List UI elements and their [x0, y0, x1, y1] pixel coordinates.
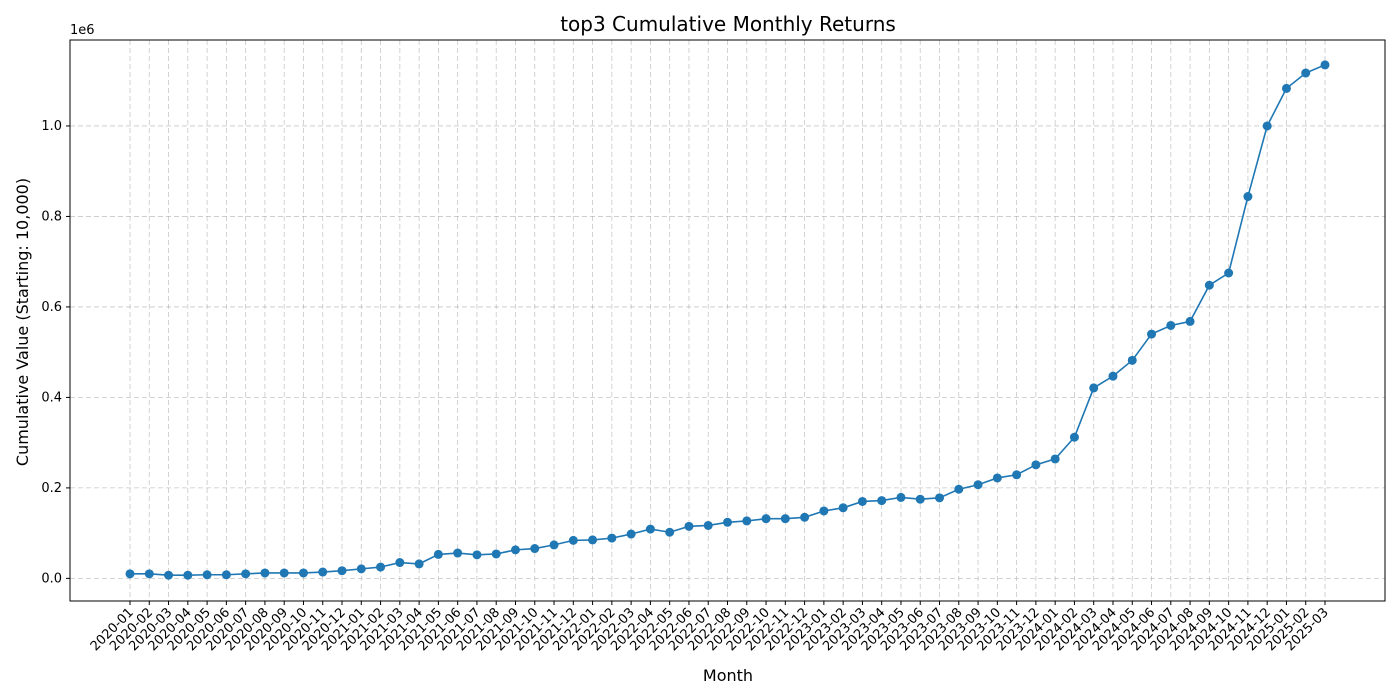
data-point	[1050, 454, 1060, 464]
data-point	[819, 506, 829, 516]
data-point	[645, 524, 655, 534]
data-point	[144, 569, 154, 579]
data-point	[1243, 192, 1253, 202]
data-point	[202, 570, 212, 580]
data-point	[684, 521, 694, 531]
y-tick-label: 0.6	[41, 300, 62, 315]
data-point	[414, 559, 424, 569]
data-point	[857, 496, 867, 506]
data-point	[723, 517, 732, 527]
data-point	[530, 544, 540, 554]
series-layer	[125, 60, 1330, 580]
y-tick-label: 0.8	[41, 209, 62, 224]
data-point	[279, 568, 289, 578]
data-point	[164, 570, 174, 580]
data-point	[1320, 60, 1330, 70]
data-point	[1204, 280, 1214, 290]
data-point	[433, 549, 443, 559]
data-point	[453, 548, 463, 558]
data-point	[800, 512, 810, 522]
data-point	[742, 516, 752, 526]
data-point	[491, 549, 501, 559]
axes-layer: 2020-012020-022020-032020-042020-052020-…	[41, 39, 1386, 654]
data-point	[1147, 329, 1157, 339]
data-point	[1031, 460, 1041, 470]
y-tick-label: 0.0	[41, 571, 62, 586]
data-point	[992, 473, 1002, 483]
data-point	[125, 569, 135, 579]
data-point	[915, 494, 925, 504]
data-point	[838, 503, 848, 513]
data-point	[395, 558, 405, 568]
data-point	[221, 570, 231, 580]
data-point	[665, 527, 675, 537]
data-point	[1127, 355, 1137, 365]
data-point	[954, 484, 964, 494]
data-point	[1089, 383, 1099, 393]
data-point	[877, 496, 887, 506]
data-point	[298, 568, 308, 578]
data-point	[1069, 432, 1079, 442]
data-point	[935, 493, 945, 503]
data-point	[1301, 68, 1311, 78]
data-point	[318, 567, 328, 577]
data-point	[1012, 470, 1022, 480]
y-offset-label: 1e6	[70, 23, 95, 38]
y-axis-label: Cumulative Value (Starting: 10,000)	[13, 178, 32, 466]
data-point	[626, 529, 636, 539]
data-point	[510, 545, 520, 555]
data-point	[1185, 316, 1195, 326]
data-point	[183, 570, 193, 580]
data-point	[588, 535, 598, 545]
y-tick-label: 0.4	[41, 390, 62, 405]
data-point	[703, 520, 713, 530]
data-point	[780, 514, 790, 524]
data-point	[761, 514, 771, 524]
y-tick-label: 1.0	[41, 119, 62, 134]
data-point	[356, 564, 366, 574]
data-point	[337, 566, 347, 576]
data-point	[549, 540, 559, 550]
data-point	[1224, 268, 1234, 278]
data-point	[260, 568, 270, 578]
data-point	[1108, 371, 1118, 381]
plot-frame	[69, 39, 1386, 602]
chart-title: top3 Cumulative Monthly Returns	[560, 12, 896, 36]
data-point	[568, 535, 578, 545]
data-point	[376, 562, 386, 572]
x-axis-label: Month	[703, 666, 753, 685]
data-point	[1166, 320, 1176, 330]
data-point	[896, 492, 906, 502]
data-point	[241, 569, 251, 579]
data-point	[472, 550, 482, 560]
y-tick-label: 0.2	[41, 481, 62, 496]
data-point	[1281, 83, 1291, 93]
data-point	[607, 533, 617, 543]
data-point	[973, 480, 983, 490]
data-point	[1262, 121, 1272, 131]
